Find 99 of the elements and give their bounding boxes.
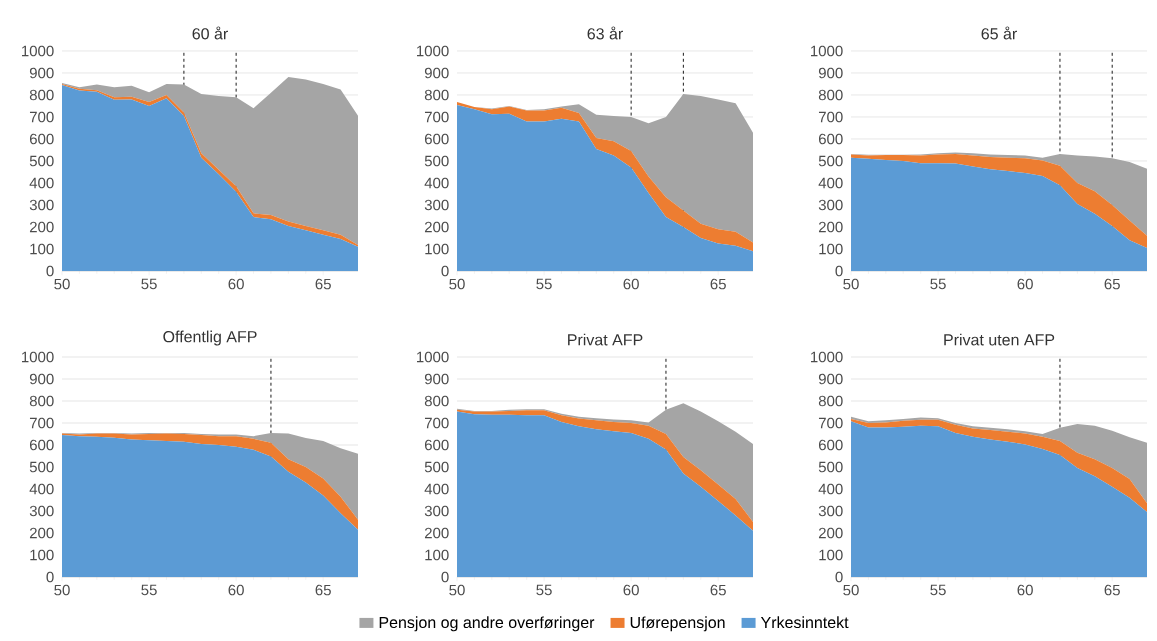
x-tick-label: 50	[54, 584, 70, 596]
y-tick-label: 400	[29, 483, 54, 495]
x-tick-label: 65	[1104, 278, 1120, 290]
y-tick-label: 500	[29, 461, 54, 473]
x-tick-label: 50	[843, 278, 859, 290]
x-tick-label: 60	[623, 278, 639, 290]
y-tick-label: 500	[424, 155, 449, 167]
y-tick-label: 800	[818, 395, 843, 407]
y-tick-label: 200	[424, 221, 449, 233]
legend-label: Yrkesinntekt	[760, 616, 849, 629]
y-tick-label: 400	[424, 483, 449, 495]
y-tick-label: 600	[424, 439, 449, 451]
x-tick-label: 50	[54, 278, 70, 290]
y-tick-label: 100	[30, 549, 54, 561]
y-tick-label: 200	[29, 527, 54, 539]
x-tick-label: 65	[315, 584, 331, 596]
y-tick-label: 900	[818, 373, 843, 385]
y-tick-label: 100	[30, 243, 54, 255]
y-tick-label: 600	[424, 133, 449, 145]
chart-title: 60 år	[192, 26, 228, 40]
y-tick-label: 900	[29, 373, 54, 385]
x-tick-label: 60	[228, 584, 244, 596]
y-tick-label: 800	[29, 89, 54, 101]
y-tick-label: 700	[29, 111, 54, 123]
y-tick-label: 800	[424, 89, 449, 101]
y-tick-label: 900	[424, 373, 449, 385]
y-tick-label: 300	[424, 505, 449, 517]
y-tick-label: 700	[29, 417, 54, 429]
y-tick-label: 700	[818, 417, 843, 429]
y-tick-label: 200	[29, 221, 54, 233]
y-tick-label: 900	[424, 67, 449, 79]
chart-title: 63 år	[587, 26, 623, 40]
y-tick-label: 400	[818, 483, 843, 495]
y-tick-label: 600	[29, 133, 54, 145]
y-tick-label: 1000	[811, 351, 843, 363]
x-tick-label: 55	[141, 278, 157, 290]
y-tick-label: 400	[29, 177, 54, 189]
y-tick-label: 200	[818, 221, 843, 233]
y-tick-label: 100	[819, 549, 843, 561]
y-tick-label: 1000	[22, 45, 54, 57]
y-tick-label: 600	[29, 439, 54, 451]
y-tick-label: 600	[818, 439, 843, 451]
x-tick-label: 60	[228, 278, 244, 290]
y-tick-label: 800	[818, 89, 843, 101]
legend-label: Uførepensjon	[630, 616, 725, 632]
y-tick-label: 800	[29, 395, 54, 407]
x-tick-label: 65	[1104, 584, 1120, 596]
y-tick-label: 300	[29, 199, 54, 211]
x-tick-label: 55	[141, 584, 157, 596]
chart-title: Privat uten AFP	[944, 333, 1055, 346]
x-tick-label: 65	[710, 584, 726, 596]
chart-title: 65 år	[981, 26, 1017, 40]
y-tick-label: 200	[424, 527, 449, 539]
y-tick-label: 500	[424, 461, 449, 473]
x-tick-label: 55	[930, 278, 946, 290]
y-tick-label: 600	[818, 133, 843, 145]
chart-title: Privat AFP	[568, 333, 643, 346]
y-tick-label: 800	[424, 395, 449, 407]
y-tick-label: 500	[818, 155, 843, 167]
x-tick-label: 60	[1017, 584, 1033, 596]
x-tick-label: 65	[315, 278, 331, 290]
chart-title: Offentlig AFP	[163, 330, 257, 346]
y-tick-label: 400	[818, 177, 843, 189]
x-tick-label: 50	[843, 584, 859, 596]
y-tick-label: 1000	[417, 45, 449, 57]
y-tick-label: 100	[819, 243, 843, 255]
y-tick-label: 400	[424, 177, 449, 189]
x-tick-label: 60	[623, 584, 639, 596]
y-tick-label: 1000	[417, 351, 449, 363]
y-tick-label: 500	[818, 461, 843, 473]
y-tick-label: 500	[29, 155, 54, 167]
y-tick-label: 0	[835, 265, 843, 277]
y-tick-label: 300	[424, 199, 449, 211]
x-tick-label: 55	[930, 584, 946, 596]
y-tick-label: 300	[818, 505, 843, 517]
y-tick-label: 0	[46, 265, 54, 277]
y-tick-label: 900	[29, 67, 54, 79]
x-tick-label: 55	[536, 278, 552, 290]
x-tick-label: 50	[449, 278, 465, 290]
x-tick-label: 60	[1017, 278, 1033, 290]
x-tick-label: 65	[710, 278, 726, 290]
y-tick-label: 700	[424, 111, 449, 123]
x-tick-label: 55	[536, 584, 552, 596]
y-tick-label: 0	[441, 571, 449, 583]
y-tick-label: 900	[818, 67, 843, 79]
y-tick-label: 700	[818, 111, 843, 123]
y-tick-label: 300	[818, 199, 843, 211]
y-tick-label: 1000	[811, 45, 843, 57]
y-tick-label: 200	[818, 527, 843, 539]
y-tick-label: 700	[424, 417, 449, 429]
y-tick-label: 0	[46, 571, 54, 583]
y-tick-label: 1000	[22, 351, 54, 363]
y-tick-label: 100	[425, 243, 449, 255]
y-tick-label: 0	[441, 265, 449, 277]
y-tick-label: 100	[425, 549, 449, 561]
x-tick-label: 50	[449, 584, 465, 596]
y-tick-label: 300	[29, 505, 54, 517]
legend-label: Pensjon og andre overføringer	[379, 616, 595, 632]
y-tick-label: 0	[835, 571, 843, 583]
